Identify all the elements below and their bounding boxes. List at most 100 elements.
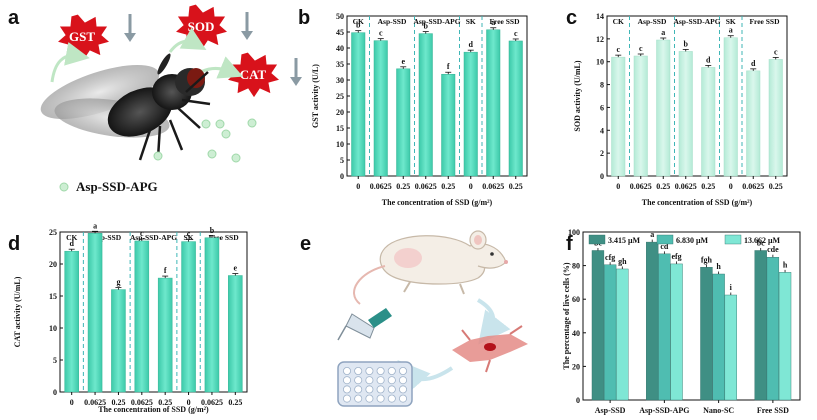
y-tick-label: 25 <box>336 92 344 101</box>
sod-down-arrow-head <box>241 31 253 40</box>
pipette-illustration <box>337 308 392 341</box>
fibroblast-cell <box>452 325 528 373</box>
group-label: CK <box>613 17 624 26</box>
x-tick-label: 0 <box>729 182 733 191</box>
group-label: Free SSD <box>489 17 520 26</box>
y-tick-label: 100 <box>568 228 580 237</box>
y-tick-label: 15 <box>336 124 344 133</box>
significance-letter: a <box>661 28 665 37</box>
y-tick-label: 35 <box>336 60 344 69</box>
x-tick-label: 0.0625 <box>84 398 106 407</box>
significance-letter: e <box>401 57 405 66</box>
x-tick-label: 0.0625 <box>482 182 504 191</box>
well <box>387 394 396 403</box>
significance-letter: efg <box>671 252 681 261</box>
significance-letter: f <box>447 62 450 71</box>
significance-letter: h <box>783 260 788 269</box>
panel-letter-c: c <box>566 7 577 29</box>
y-tick-label: 30 <box>336 76 344 85</box>
significance-letter: e <box>234 264 238 273</box>
significance-letter: g <box>116 278 120 287</box>
bar <box>766 257 780 401</box>
bar <box>754 250 767 401</box>
group-label: Free SSD <box>209 233 240 242</box>
y-tick-label: 20 <box>49 260 57 269</box>
x-tick-label: 0 <box>469 182 473 191</box>
significance-letter: c <box>639 44 643 53</box>
bar <box>768 59 783 177</box>
well <box>387 376 396 385</box>
x-tick-label: 0.25 <box>111 398 125 407</box>
y-tick-label: 60 <box>572 295 580 304</box>
panel-b: b 0 5 10 15 20 25 30 35 40 45 50 GST activity (U/L) C… <box>298 7 528 207</box>
y-tick-label: 40 <box>572 329 580 338</box>
well <box>365 385 374 394</box>
bar <box>157 277 173 393</box>
panel-letter-a: a <box>8 7 20 29</box>
legend-label: 13.662 μM <box>744 236 781 245</box>
well <box>342 376 351 385</box>
well <box>387 366 396 375</box>
bar <box>746 70 761 177</box>
well <box>354 394 363 403</box>
well <box>354 366 363 375</box>
significance-letter: i <box>730 283 733 292</box>
y-tick-label: 50 <box>336 12 344 21</box>
x-tick-label: 0 <box>356 182 360 191</box>
x-tick-label: 0.25 <box>509 182 523 191</box>
panel-e: e <box>300 230 528 407</box>
y-tick-label: 0 <box>53 388 57 397</box>
significance-letter: cd <box>660 242 669 251</box>
significance-letter: c <box>379 29 383 38</box>
significance-letter: c <box>187 230 191 239</box>
y-tick-label: 0 <box>600 172 604 181</box>
y-tick-label: 10 <box>596 58 604 67</box>
panel-letter-d: d <box>8 233 20 255</box>
well <box>365 394 374 403</box>
bar <box>396 68 411 177</box>
well <box>376 394 385 403</box>
x-tick-label: 0.25 <box>701 182 715 191</box>
group-label: Asp-SSD-APG <box>130 233 177 242</box>
x-axis-label: The concentration of SSD (g/m²) <box>98 405 209 414</box>
sod-label: SOD <box>188 19 215 34</box>
well <box>398 394 407 403</box>
well <box>398 366 407 375</box>
significance-letter: a <box>650 230 654 239</box>
y-tick-label: 15 <box>49 292 57 301</box>
y-tick-label: 80 <box>572 262 580 271</box>
significance-letter: bc <box>757 238 765 247</box>
significance-letter: a <box>491 18 495 27</box>
y-tick-label: 20 <box>572 362 580 371</box>
cycle-arrow-1 <box>476 298 511 345</box>
panel-letter-e: e <box>300 233 311 255</box>
significance-letter: f <box>164 266 167 275</box>
panel-letter-f: f <box>566 233 573 255</box>
bar <box>611 56 626 177</box>
bar <box>418 33 433 177</box>
y-axis-label: The percentage of live cells (%) <box>562 262 571 369</box>
significance-letter: h <box>716 262 721 271</box>
x-tick-label: 0.0625 <box>742 182 764 191</box>
significance-letter: c <box>514 29 518 38</box>
x-tick-label: 0.0625 <box>630 182 652 191</box>
significance-letter: cde <box>767 245 779 254</box>
bar <box>656 39 671 177</box>
significance-letter: fgh <box>701 255 713 264</box>
x-tick-label: 0.25 <box>396 182 410 191</box>
panel-c: c 0 2 4 6 8 10 12 14 SOD activity (U/mL) CK Asp-SSD… <box>566 7 788 207</box>
x-tick-label: 0 <box>187 398 191 407</box>
y-tick-label: 40 <box>336 44 344 53</box>
bar <box>486 29 501 177</box>
bar <box>463 51 478 177</box>
x-axis-label: The concentration of SSD (g/m²) <box>642 198 753 207</box>
bar <box>712 273 725 401</box>
legend-swatch <box>656 234 674 245</box>
panel-f: f 0 20 40 60 80 100 The percentage of live cell… <box>562 228 801 415</box>
group-label: Asp-SSD-APG <box>413 17 460 26</box>
asp-ssd-apg-label: Asp-SSD-APG <box>76 179 158 194</box>
x-tick-label: 0.25 <box>441 182 455 191</box>
significance-letter: d <box>469 40 474 49</box>
well <box>398 385 407 394</box>
